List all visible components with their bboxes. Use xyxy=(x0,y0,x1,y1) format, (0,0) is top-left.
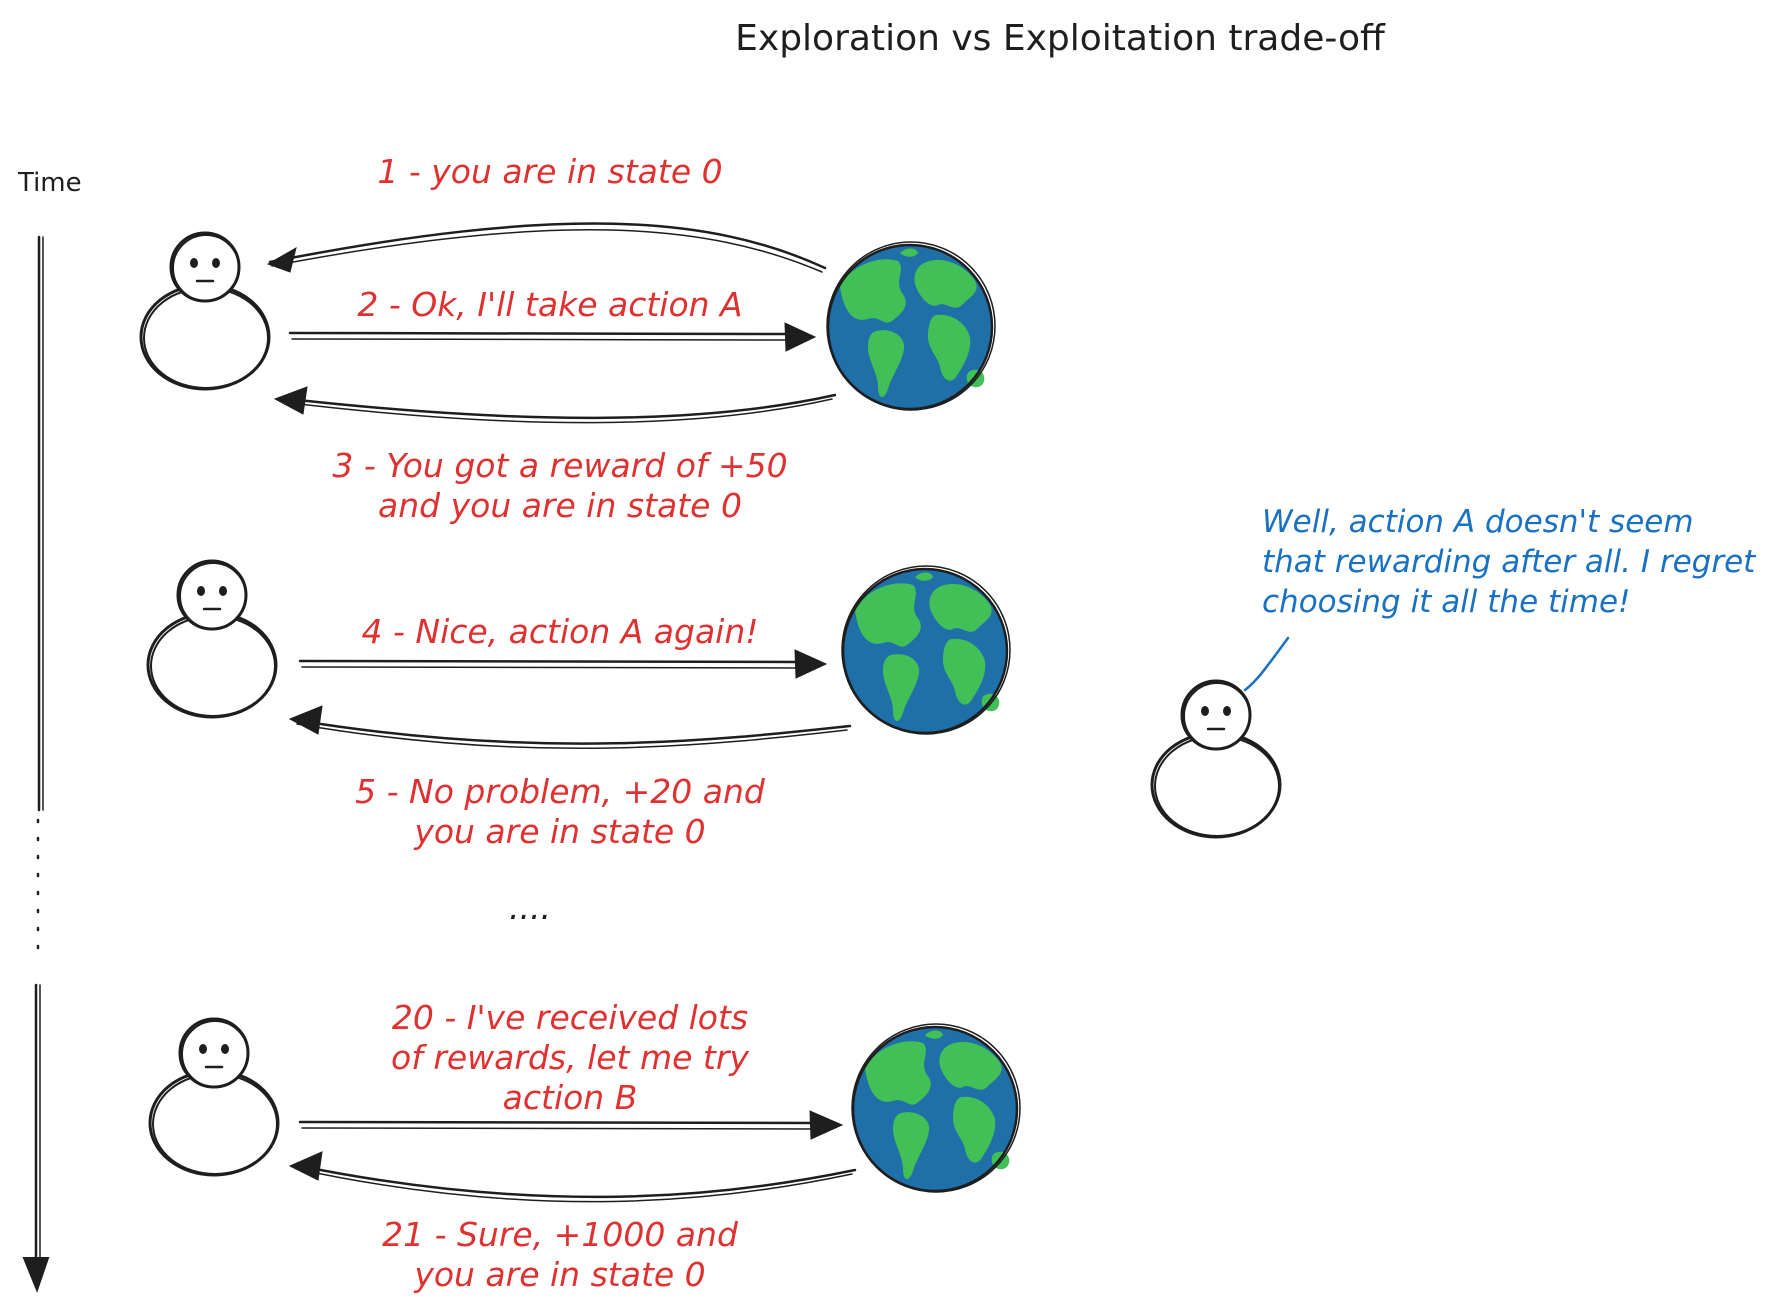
arrow-reward-3 xyxy=(288,1151,857,1203)
person-icon xyxy=(1150,679,1282,839)
person-icon xyxy=(148,1017,280,1177)
ellipsis: .... xyxy=(509,888,551,927)
arrow-state-to-agent-1 xyxy=(266,222,827,273)
message-20: 20 - I've received lots of rewards, let … xyxy=(391,998,749,1117)
arrow-reward-1 xyxy=(273,386,837,424)
speech-tick xyxy=(1243,636,1290,692)
message-3: 3 - You got a reward of +50 and you are … xyxy=(332,446,788,525)
diagram-title: Exploration vs Exploitation trade-off xyxy=(735,18,1385,59)
earth-icon xyxy=(850,1022,1022,1194)
arrow-reward-2 xyxy=(288,705,852,750)
arrow-action-2 xyxy=(298,649,828,679)
time-arrowhead xyxy=(22,1257,50,1293)
message-2: 2 - Ok, I'll take action A xyxy=(357,285,743,324)
arrow-action-3 xyxy=(298,1110,844,1140)
agent-thought: Well, action A doesn't seem that rewardi… xyxy=(1262,504,1756,620)
person-icon xyxy=(146,559,278,719)
arrow-action-1 xyxy=(288,322,817,352)
message-21: 21 - Sure, +1000 and you are in state 0 xyxy=(382,1215,738,1294)
person-icon xyxy=(139,231,271,391)
message-5: 5 - No problem, +20 and you are in state… xyxy=(355,772,765,851)
time-axis-label: Time xyxy=(18,168,82,198)
earth-icon xyxy=(840,564,1012,736)
earth-icon xyxy=(825,240,997,412)
message-4: 4 - Nice, action A again! xyxy=(361,612,759,651)
time-axis xyxy=(22,235,50,1293)
message-1: 1 - you are in state 0 xyxy=(377,152,723,191)
